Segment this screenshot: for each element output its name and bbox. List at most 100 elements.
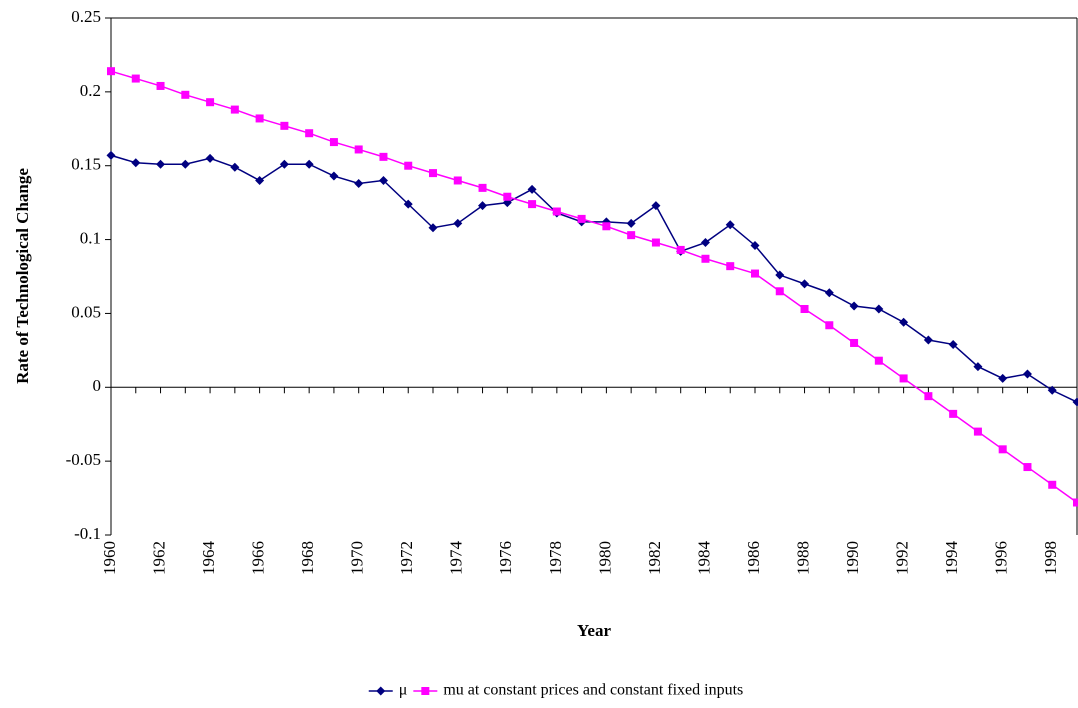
point-marker [528, 200, 537, 209]
point-marker [923, 335, 933, 345]
legend: μ mu at constant prices and constant fixe… [368, 682, 743, 699]
y-tick-label: 0.2 [80, 81, 101, 100]
y-tick-label: 0.05 [71, 302, 101, 321]
point-marker [107, 67, 115, 76]
point-marker [429, 169, 437, 178]
point-marker [800, 279, 810, 289]
point-marker [626, 218, 636, 228]
x-tick-label: 1990 [843, 541, 862, 575]
point-marker [874, 356, 883, 365]
point-marker [899, 374, 908, 383]
point-marker [156, 81, 165, 90]
y-tick-label: 0.1 [80, 228, 101, 247]
x-tick-label: 1972 [397, 541, 416, 575]
point-marker [651, 238, 660, 247]
point-marker [850, 338, 859, 347]
point-marker [750, 240, 760, 250]
point-marker [676, 245, 685, 254]
point-marker [478, 183, 487, 192]
point-marker [874, 304, 884, 314]
y-axis-label: Rate of Technological Change [13, 168, 32, 384]
x-tick-label: 1978 [546, 541, 565, 575]
legend-label: mu at constant prices and constant fixed… [443, 682, 743, 699]
point-marker [651, 201, 661, 211]
point-marker [726, 262, 735, 271]
point-marker [403, 199, 413, 209]
point-marker [602, 222, 611, 231]
point-marker [304, 159, 314, 169]
point-marker [180, 159, 190, 169]
point-marker [700, 238, 710, 248]
y-tick-label: -0.1 [74, 524, 101, 543]
x-tick-label: 1982 [645, 541, 664, 575]
legend-marker [421, 687, 430, 695]
x-tick-label: 1992 [893, 541, 912, 575]
point-marker [131, 74, 140, 83]
point-marker [255, 175, 265, 185]
point-marker [329, 138, 338, 147]
point-marker [725, 220, 735, 230]
point-marker [701, 254, 710, 263]
point-marker [453, 176, 462, 185]
legend-label: μ [399, 682, 408, 699]
point-marker [205, 153, 215, 163]
point-marker [1072, 397, 1078, 407]
x-tick-label: 1984 [694, 541, 713, 576]
point-marker [751, 269, 759, 278]
x-tick-label: 1996 [992, 541, 1011, 575]
point-marker [478, 201, 488, 211]
legend-marker [376, 686, 386, 696]
series-line [110, 154, 1078, 403]
point-marker [156, 159, 166, 169]
point-marker [1073, 498, 1078, 507]
point-marker [998, 373, 1008, 383]
x-tick-label: 1962 [149, 541, 168, 575]
point-marker [973, 427, 982, 436]
point-marker [552, 207, 561, 216]
point-marker [627, 231, 636, 240]
point-marker [825, 321, 834, 330]
point-marker [924, 392, 933, 401]
point-marker [404, 161, 413, 170]
point-marker [1048, 480, 1057, 489]
point-marker [230, 162, 240, 172]
point-marker [973, 362, 983, 372]
point-marker [329, 171, 339, 181]
point-marker [577, 214, 586, 223]
x-tick-label: 1994 [942, 541, 961, 576]
point-marker [428, 223, 438, 233]
point-marker [527, 184, 537, 194]
x-tick-label: 1960 [100, 541, 119, 575]
x-tick-label: 1968 [298, 541, 317, 575]
x-tick-label: 1976 [496, 541, 515, 575]
point-marker [800, 304, 809, 313]
x-tick-label: 1980 [595, 541, 614, 575]
point-marker [1022, 369, 1032, 379]
point-marker [453, 218, 463, 228]
point-marker [378, 175, 388, 185]
point-marker [1047, 385, 1057, 395]
point-marker [849, 301, 859, 311]
point-marker [131, 158, 141, 168]
point-marker [305, 129, 314, 138]
point-marker [206, 98, 215, 107]
point-marker [354, 145, 363, 154]
x-axis-label: Year [577, 621, 611, 640]
point-marker [775, 270, 785, 280]
x-tick-label: 1974 [447, 541, 466, 576]
point-marker [230, 105, 239, 114]
point-marker [775, 287, 784, 296]
point-marker [899, 317, 909, 327]
y-tick-label: 0 [93, 376, 102, 395]
point-marker [998, 445, 1007, 454]
point-marker [503, 192, 512, 201]
x-tick-label: 1998 [1041, 541, 1060, 575]
x-tick-label: 1986 [744, 541, 763, 575]
x-tick-label: 1966 [249, 541, 268, 575]
point-marker [106, 150, 116, 160]
point-marker [255, 114, 264, 123]
point-marker [181, 90, 190, 99]
point-marker [824, 288, 834, 298]
series-line [110, 70, 1078, 504]
